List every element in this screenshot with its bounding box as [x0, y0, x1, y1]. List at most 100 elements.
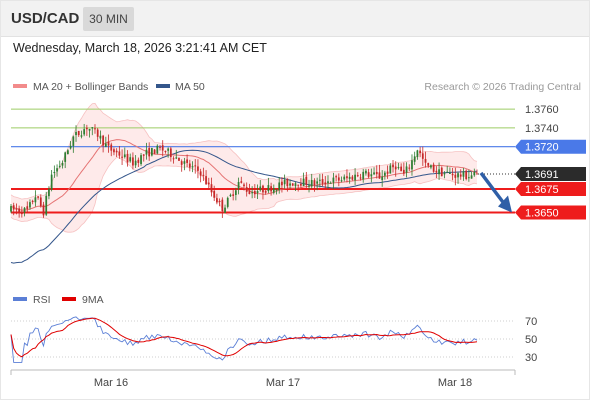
candle-body: [140, 155, 142, 165]
candle-body: [18, 208, 21, 213]
candle-body: [169, 148, 172, 158]
candle-body: [197, 166, 199, 171]
candle-body: [69, 145, 72, 149]
candle-body: [359, 177, 362, 179]
candle-body: [430, 165, 432, 168]
candle-body: [77, 130, 80, 136]
rsi-line: [10, 316, 478, 363]
rsi-ma-legend-swatch: [62, 297, 76, 301]
timeframe-badge[interactable]: 30 MIN: [83, 7, 134, 31]
candle-body: [132, 157, 134, 166]
candle-body: [470, 175, 473, 179]
candle-body: [102, 135, 104, 146]
candle-body: [72, 136, 75, 146]
candle-body: [343, 176, 346, 180]
candle-body: [421, 153, 424, 159]
candle-body: [99, 135, 102, 139]
candle-body: [405, 166, 408, 173]
candle-body: [289, 183, 291, 186]
candle-body: [20, 211, 23, 215]
candle-body: [48, 188, 50, 197]
candle-body: [58, 165, 61, 167]
rsi-ma-legend-label: 9MA: [82, 294, 104, 306]
candle-body: [386, 171, 389, 174]
candle-body: [94, 128, 96, 130]
candle-body: [129, 157, 132, 162]
candle-body: [234, 190, 237, 195]
candle-body: [321, 179, 324, 184]
candle-body: [427, 163, 430, 166]
candle-body: [151, 148, 153, 156]
ma50-legend-label: MA 50: [175, 81, 205, 93]
candle-body: [45, 195, 48, 215]
candle-body: [178, 157, 180, 161]
candle-body: [281, 181, 283, 186]
candle-body: [34, 197, 37, 203]
candle-body: [346, 176, 348, 179]
candle-body: [121, 156, 123, 158]
candle-body: [110, 144, 113, 151]
candle-body: [449, 172, 451, 174]
candle-body: [270, 186, 272, 192]
candle-body: [272, 188, 275, 193]
candle-body: [476, 173, 478, 175]
candle-body: [408, 167, 411, 169]
candle-body: [218, 200, 221, 202]
candle-body: [39, 197, 42, 207]
candle-body: [12, 205, 15, 210]
candle-body: [256, 191, 259, 194]
candle-body: [15, 208, 18, 210]
candle-body: [159, 146, 161, 148]
candle-body: [381, 176, 384, 181]
candle-body: [205, 176, 207, 185]
candle-body: [107, 142, 110, 146]
candle-body: [226, 197, 229, 207]
candle-body: [164, 150, 167, 152]
candle-body: [64, 152, 67, 162]
candle-body: [167, 148, 170, 151]
candle-body: [199, 171, 202, 176]
rsi-tick-50: 50: [525, 334, 537, 346]
candle-body: [351, 176, 354, 180]
candle-body: [454, 174, 457, 178]
candle-body: [340, 180, 343, 182]
candle-body: [362, 171, 365, 180]
rsi-legend-label: RSI: [33, 294, 51, 306]
rsi-ma-line: [10, 317, 478, 358]
candle-body: [451, 173, 454, 176]
candle-body: [188, 163, 191, 168]
candle-body: [337, 177, 340, 181]
candle-body: [213, 190, 216, 198]
candle-body: [194, 165, 197, 167]
candle-body: [373, 172, 375, 175]
candle-body: [392, 164, 394, 168]
candle-body: [416, 150, 419, 158]
candle-body: [67, 150, 69, 155]
candle-body: [402, 169, 405, 174]
candle-body: [251, 192, 254, 194]
level-label-1-3720: 1.3720: [525, 142, 559, 154]
candle-body: [329, 182, 332, 184]
candle-body: [207, 182, 210, 185]
level-label-bg-1-3720: [515, 139, 586, 154]
level-label-1-3740: 1.3740: [525, 123, 559, 135]
rsi-tick-70: 70: [525, 316, 537, 328]
candle-body: [294, 183, 297, 187]
candle-body: [237, 182, 240, 189]
candle-body: [419, 150, 421, 154]
candle-body: [375, 171, 378, 175]
candle-body: [202, 174, 205, 176]
candle-body: [302, 178, 305, 187]
candle-body: [91, 127, 94, 129]
rsi-legend: RSI 9MA: [13, 294, 104, 306]
candle-body: [424, 158, 427, 163]
candle-body: [297, 184, 300, 186]
bollinger-upper-line: [10, 102, 478, 200]
candle-body: [145, 149, 148, 155]
chart-header: USD/CAD 30 MIN: [0, 0, 590, 37]
candle-body: [264, 190, 267, 193]
candle-body: [367, 172, 370, 177]
candle-body: [440, 167, 443, 177]
candle-body: [183, 161, 186, 164]
